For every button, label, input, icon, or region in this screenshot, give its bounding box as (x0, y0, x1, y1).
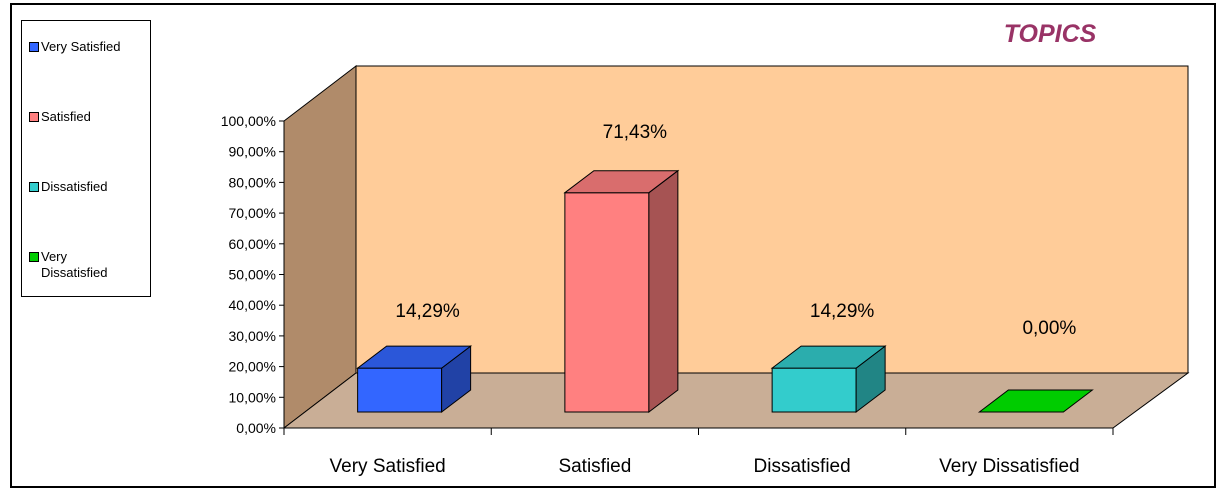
data-label: 71,43% (603, 122, 668, 143)
chart-walls (282, 64, 1190, 430)
bar (977, 389, 1094, 413)
legend-item: Dissatisfied (29, 179, 153, 195)
bar (356, 345, 473, 414)
y-tick-label: 30,00% (229, 328, 276, 344)
bar-top (770, 345, 887, 369)
legend-label: Dissatisfied (41, 179, 108, 194)
legend-label: Very Satisfied (41, 39, 121, 54)
y-tick-label: 20,00% (229, 359, 276, 375)
legend-label: Satisfied (41, 109, 91, 124)
chart-title: TOPICS (1003, 20, 1097, 48)
bar (563, 169, 680, 414)
x-tick-label: Very Dissatisfied (939, 456, 1079, 477)
legend-swatch (29, 182, 39, 192)
y-axis: 0,00% 10,00% 20,00% 30,00% 40,00% 50,00% 60,00… (221, 113, 285, 436)
bar-top (356, 345, 473, 369)
legend-swatch (29, 252, 39, 262)
legend-swatch (29, 42, 39, 52)
data-label: 0,00% (1022, 318, 1076, 339)
bar-front (357, 367, 443, 413)
x-tick-label: Dissatisfied (754, 456, 851, 477)
side-wall (283, 64, 357, 430)
legend-swatch (29, 112, 39, 122)
y-tick-label: 60,00% (229, 236, 276, 252)
bar-front (564, 192, 650, 413)
y-tick-label: 90,00% (229, 144, 276, 160)
y-tick-label: 40,00% (229, 297, 276, 313)
data-labels: 14,29% 71,43% 14,29% 0,00% (395, 122, 1076, 339)
x-tick-label: Satisfied (558, 456, 631, 477)
bar-front (771, 367, 857, 413)
y-tick-label: 0,00% (236, 420, 276, 436)
bar-top (563, 170, 680, 194)
data-label: 14,29% (395, 301, 460, 322)
x-tick-label: Very Satisfied (330, 456, 446, 477)
legend-item: Very Dissatisfied (29, 249, 153, 281)
legend: Very Satisfied Satisfied Dissatisfied Very D… (21, 20, 151, 297)
bar-side (648, 169, 679, 414)
legend-label: Very Dissatisfied (41, 249, 108, 280)
data-label: 14,29% (810, 301, 875, 322)
y-tick-label: 100,00% (221, 113, 276, 129)
bars (356, 169, 1094, 414)
y-tick-label: 70,00% (229, 205, 276, 221)
y-tick-label: 50,00% (229, 267, 276, 283)
bar (770, 345, 887, 414)
y-tick-label: 10,00% (229, 389, 276, 405)
legend-item: Very Satisfied (29, 39, 153, 55)
legend-item: Satisfied (29, 109, 153, 125)
y-tick-label: 80,00% (229, 174, 276, 190)
bar-top (977, 389, 1094, 413)
x-axis: Very Satisfied Satisfied Dissatisfied Very … (283, 427, 1114, 477)
